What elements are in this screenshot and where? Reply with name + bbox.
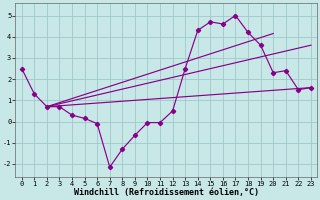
X-axis label: Windchill (Refroidissement éolien,°C): Windchill (Refroidissement éolien,°C) [74,188,259,197]
